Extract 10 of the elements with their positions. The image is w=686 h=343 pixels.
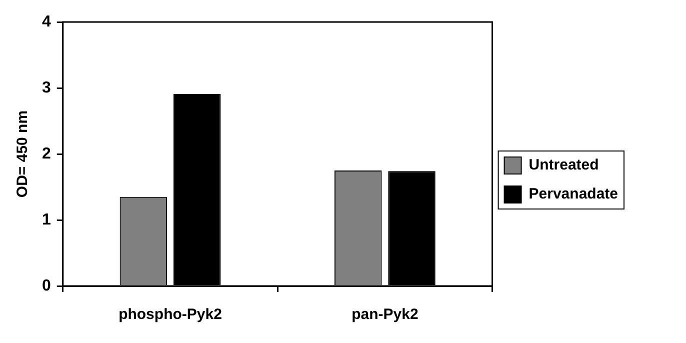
y-tick-label: 0 <box>42 277 51 294</box>
legend-label: Untreated <box>528 156 599 174</box>
x-tick-label: phospho-Pyk2 <box>118 306 222 324</box>
y-tick-label: 3 <box>42 79 51 96</box>
y-tick-label: 1 <box>42 211 51 228</box>
y-tick-label: 4 <box>42 13 51 30</box>
y-tick-label: 2 <box>42 145 51 162</box>
legend-label: Pervanadate <box>528 186 618 203</box>
x-tick-label: pan-Pyk2 <box>352 306 418 324</box>
y-axis-title: OD= 450 nm <box>14 110 32 198</box>
